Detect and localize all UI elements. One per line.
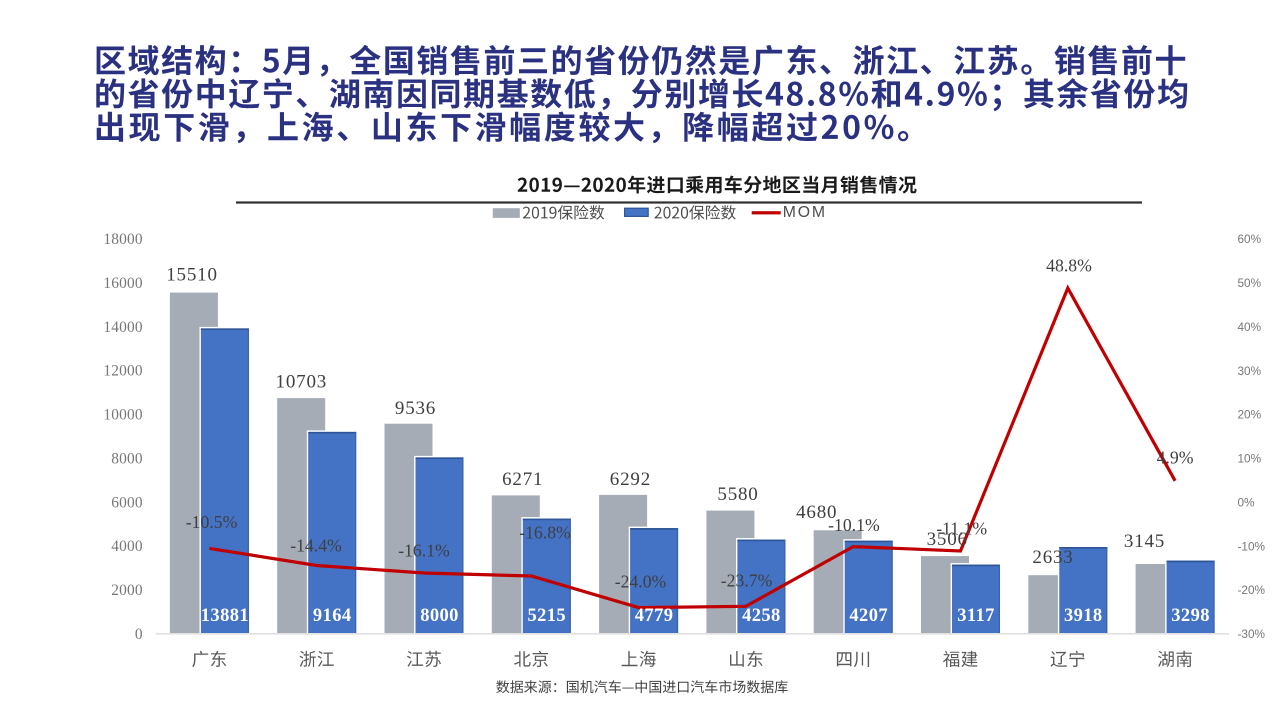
- svg-text:8000: 8000: [111, 450, 143, 467]
- svg-text:-10%: -10%: [1238, 539, 1266, 553]
- svg-text:5215: 5215: [527, 606, 566, 626]
- svg-text:4258: 4258: [742, 606, 781, 626]
- svg-text:10703: 10703: [276, 371, 328, 392]
- svg-text:10000: 10000: [103, 407, 143, 424]
- svg-text:3145: 3145: [1124, 531, 1165, 552]
- svg-text:3918: 3918: [1064, 606, 1103, 626]
- svg-text:18000: 18000: [103, 231, 143, 248]
- svg-text:-16.1%: -16.1%: [398, 541, 450, 561]
- svg-text:15510: 15510: [166, 265, 218, 286]
- svg-text:MOM: MOM: [783, 204, 827, 221]
- svg-text:4000: 4000: [111, 538, 143, 555]
- svg-text:4.9%: 4.9%: [1157, 448, 1194, 468]
- svg-text:3506: 3506: [927, 529, 968, 550]
- svg-text:3298: 3298: [1171, 606, 1210, 626]
- svg-text:-24.0%: -24.0%: [615, 572, 667, 592]
- svg-text:16000: 16000: [103, 275, 143, 292]
- svg-text:30%: 30%: [1238, 364, 1262, 378]
- svg-text:0%: 0%: [1238, 495, 1256, 509]
- svg-text:40%: 40%: [1238, 320, 1262, 334]
- svg-text:20%: 20%: [1238, 408, 1262, 422]
- svg-text:2000: 2000: [111, 582, 143, 599]
- svg-text:12000: 12000: [103, 363, 143, 380]
- svg-text:6000: 6000: [111, 494, 143, 511]
- svg-text:4779: 4779: [635, 606, 674, 626]
- svg-text:-30%: -30%: [1238, 627, 1266, 641]
- svg-text:-10.5%: -10.5%: [186, 512, 238, 532]
- svg-text:4680: 4680: [796, 502, 837, 523]
- svg-text:0: 0: [135, 626, 143, 643]
- svg-text:13881: 13881: [201, 606, 249, 626]
- svg-text:9164: 9164: [313, 606, 352, 626]
- svg-text:14000: 14000: [103, 319, 143, 336]
- svg-text:10%: 10%: [1238, 452, 1262, 466]
- svg-text:6292: 6292: [610, 469, 651, 490]
- svg-text:-14.4%: -14.4%: [290, 535, 342, 555]
- svg-text:-23.7%: -23.7%: [721, 571, 773, 591]
- svg-text:2633: 2633: [1032, 547, 1073, 568]
- svg-text:60%: 60%: [1238, 232, 1262, 246]
- svg-text:6271: 6271: [502, 469, 543, 490]
- svg-text:-11.1%: -11.1%: [936, 519, 987, 539]
- svg-text:-20%: -20%: [1238, 583, 1266, 597]
- svg-text:5580: 5580: [717, 484, 758, 505]
- svg-text:3117: 3117: [957, 606, 995, 626]
- svg-text:9536: 9536: [395, 398, 436, 419]
- svg-text:-16.8%: -16.8%: [519, 523, 571, 543]
- svg-text:50%: 50%: [1238, 276, 1262, 290]
- svg-text:4207: 4207: [849, 606, 888, 626]
- svg-text:8000: 8000: [420, 606, 459, 626]
- svg-text:-10.1%: -10.1%: [828, 515, 880, 535]
- svg-text:48.8%: 48.8%: [1046, 256, 1092, 276]
